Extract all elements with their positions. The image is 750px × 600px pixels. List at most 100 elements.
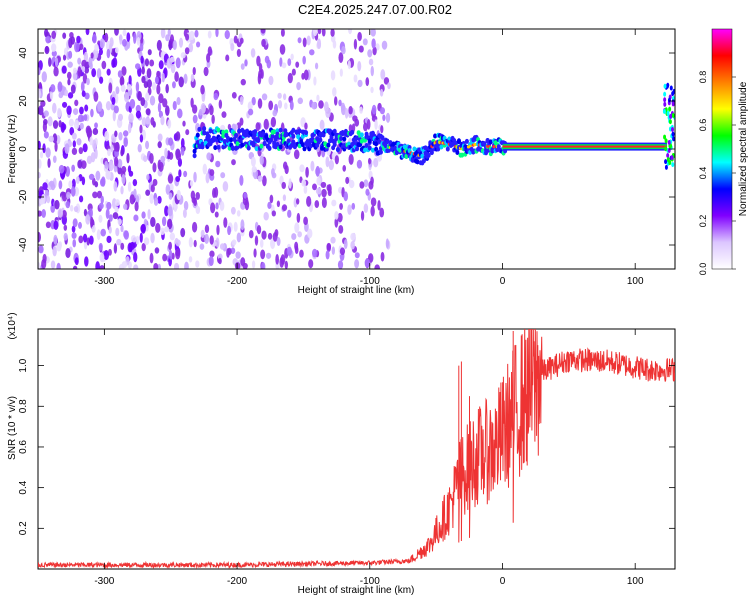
heatmap-cell [357, 79, 363, 88]
heatmap-cell [129, 98, 136, 109]
heatmap-cell [280, 29, 285, 37]
heatmap-cell [321, 188, 327, 198]
heatmap-cell [348, 106, 353, 115]
heatmap-cell [141, 242, 146, 252]
heatmap-cell [169, 232, 176, 241]
heatmap-cell [70, 84, 76, 94]
heatmap-cell [260, 69, 264, 79]
heatmap-cell [200, 229, 205, 239]
heatmap-cell [152, 162, 157, 173]
colorbar-tick-label: 0.8 [698, 71, 708, 84]
heatmap-cell [308, 259, 314, 269]
heatmap-cell [128, 113, 134, 123]
heatmap-cell [103, 249, 110, 261]
ridge-cell [216, 127, 221, 133]
heatmap-cell [143, 155, 148, 162]
heatmap-cell [155, 222, 161, 233]
heatmap-cell [98, 48, 103, 56]
heatmap-cell [136, 36, 141, 46]
heatmap-cell [301, 179, 307, 187]
heatmap-cell [192, 221, 198, 233]
heatmap-cell [260, 29, 266, 34]
heatmap-cell [81, 59, 87, 68]
heatmap-cell [46, 195, 51, 204]
heatmap-cell [263, 118, 269, 130]
burst-cell [664, 146, 668, 152]
heatmap-cell [121, 66, 127, 76]
heatmap-cell [162, 98, 168, 108]
heatmap-cell [120, 148, 124, 157]
heatmap-cell [319, 119, 325, 131]
heatmap-cell [98, 242, 103, 251]
heatmap-cell [126, 32, 131, 42]
heatmap-cell [221, 111, 227, 118]
ridge-cell [342, 136, 347, 142]
heatmap-cell [94, 43, 99, 51]
heatmap-cell [199, 243, 205, 250]
heatmap-cell [53, 220, 59, 231]
heatmap-cell [81, 65, 86, 73]
heatmap-cell [297, 97, 304, 105]
heatmap-cell [193, 171, 197, 183]
burst-cell [671, 131, 675, 137]
heatmap-cell [84, 66, 90, 74]
ridge-cell [235, 141, 240, 147]
heatmap-cell [88, 56, 93, 67]
ridge-cell [359, 132, 364, 138]
heatmap-cell [269, 194, 274, 204]
ridge-cell [367, 145, 372, 151]
heatmap-cell [134, 63, 141, 70]
heatmap-cell [227, 225, 232, 236]
heatmap-cell [370, 176, 374, 186]
heatmap-cell [195, 41, 201, 48]
heatmap-cell [139, 124, 143, 134]
heatmap-cell [215, 160, 221, 168]
heatmap-cell [340, 104, 346, 116]
heatmap-cell [256, 55, 261, 67]
heatmap-cell [185, 33, 190, 41]
colorbar-gradient [711, 28, 733, 270]
heatmap-cell [296, 81, 301, 91]
heatmap-cell [352, 115, 358, 122]
heatmap-cell [287, 58, 292, 66]
heatmap-cell [250, 48, 256, 58]
heatmap-cell [263, 211, 269, 221]
heatmap-cell [204, 224, 210, 234]
ridge-cell [335, 147, 340, 153]
heatmap-cell [251, 166, 257, 173]
heatmap-cell [192, 66, 196, 76]
heatmap-cell [350, 232, 356, 241]
heatmap-cell [143, 237, 150, 246]
heatmap-cell [185, 129, 190, 136]
heatmap-cell [133, 214, 139, 222]
heatmap-cell [39, 198, 44, 205]
heatmap-cell [70, 36, 75, 45]
ridge-cell [259, 143, 264, 149]
heatmap-cell [357, 61, 362, 72]
heatmap-cell [262, 175, 267, 187]
colorbar: 0.0 0.2 0.4 0.6 0.8 Normalized spectral ampl… [698, 28, 749, 275]
ridge-cell [267, 145, 272, 151]
heatmap-cell [239, 175, 244, 186]
heatmap-cell [256, 225, 262, 235]
heatmap-cell [170, 63, 176, 74]
heatmap-cell [178, 76, 184, 88]
colorbar-tick-label: 0.2 [698, 215, 708, 228]
heatmap-cell [86, 237, 90, 246]
heatmap-cell [370, 197, 377, 207]
heatmap-cell [66, 105, 72, 116]
heatmap-cell [209, 105, 214, 116]
heatmap-cell [115, 86, 120, 95]
heatmap-cell [261, 93, 268, 101]
heatmap-cell [71, 147, 78, 156]
heatmap-cell [180, 146, 185, 156]
heatmap-cell [247, 101, 253, 111]
heatmap-cell [259, 155, 264, 166]
heatmap-cell [277, 92, 282, 99]
heatmap-cell [312, 29, 318, 37]
ridge-cell [426, 152, 431, 158]
heatmap-cell [133, 251, 138, 263]
burst-cell [671, 126, 675, 132]
ridge-cell [412, 146, 417, 152]
heatmap-cell [95, 170, 101, 181]
